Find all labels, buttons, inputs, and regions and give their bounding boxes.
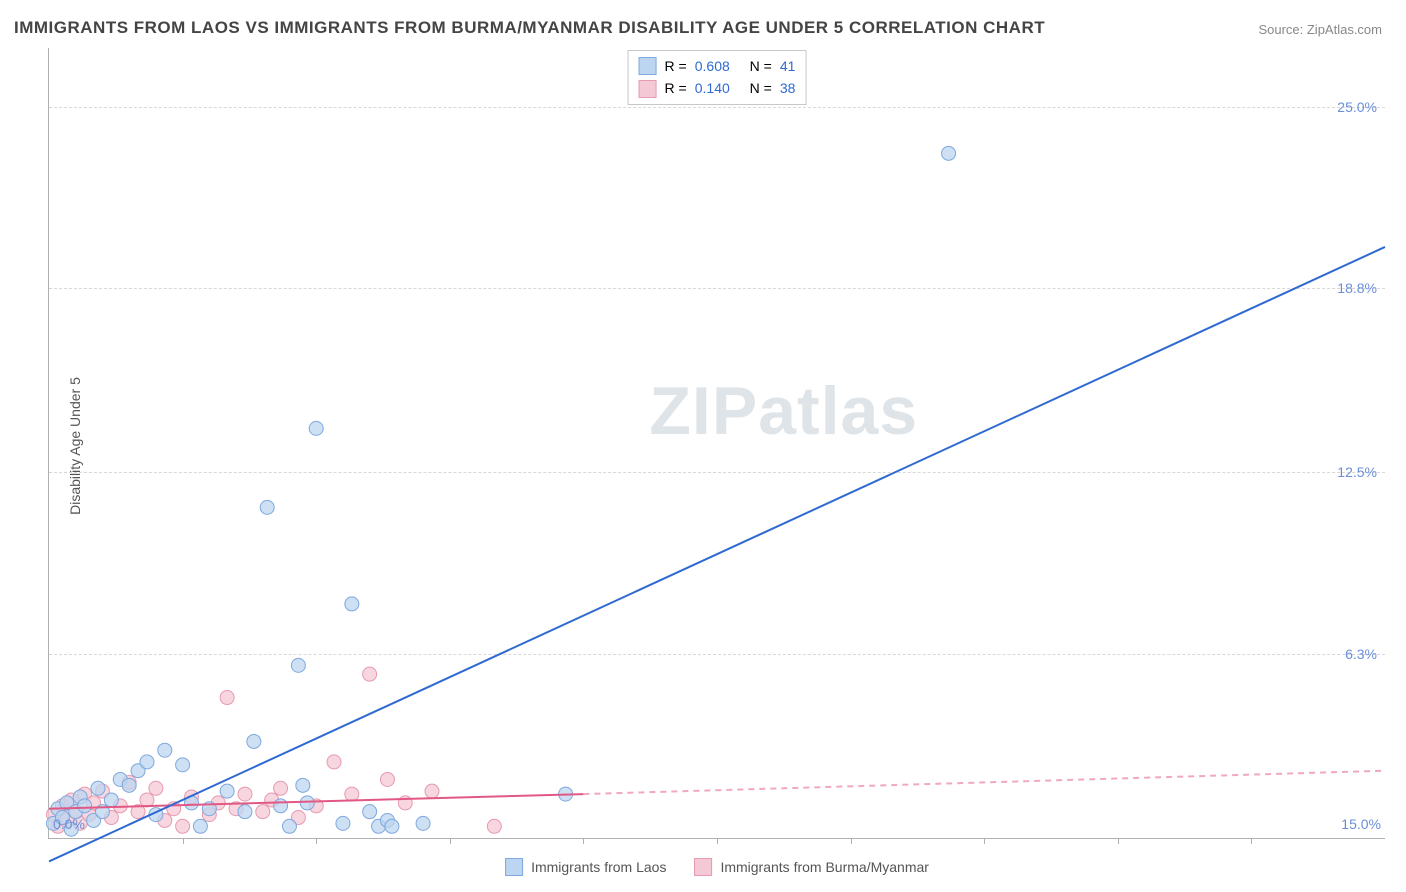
r-label: R = — [665, 55, 687, 77]
n-label: N = — [750, 55, 772, 77]
x-axis-max-label: 15.0% — [1341, 816, 1381, 832]
legend-series: Immigrants from Laos Immigrants from Bur… — [505, 858, 929, 876]
r-label: R = — [665, 77, 687, 99]
source-prefix: Source: — [1258, 22, 1306, 37]
legend-label-2: Immigrants from Burma/Myanmar — [720, 859, 928, 875]
n-value-1: 41 — [780, 55, 796, 77]
chart-svg — [49, 48, 1385, 838]
chart-title: IMMIGRANTS FROM LAOS VS IMMIGRANTS FROM … — [14, 18, 1045, 38]
legend-item-1: Immigrants from Laos — [505, 858, 666, 876]
source-link[interactable]: ZipAtlas.com — [1307, 22, 1382, 37]
r-value-2: 0.140 — [695, 77, 730, 99]
swatch-series1-icon — [505, 858, 523, 876]
legend-stats: R = 0.608 N = 41 R = 0.140 N = 38 — [628, 50, 807, 105]
plot-area: ZIPatlas 6.3%12.5%18.8%25.0% R = 0.608 N… — [48, 48, 1385, 839]
n-value-2: 38 — [780, 77, 796, 99]
swatch-series1-icon — [639, 57, 657, 75]
x-axis-min-label: 0.0% — [53, 816, 85, 832]
n-label: N = — [750, 77, 772, 99]
source-attribution: Source: ZipAtlas.com — [1258, 22, 1382, 37]
legend-item-2: Immigrants from Burma/Myanmar — [694, 858, 928, 876]
r-value-1: 0.608 — [695, 55, 730, 77]
swatch-series2-icon — [694, 858, 712, 876]
legend-label-1: Immigrants from Laos — [531, 859, 666, 875]
swatch-series2-icon — [639, 80, 657, 98]
legend-row-1: R = 0.608 N = 41 — [639, 55, 796, 77]
legend-row-2: R = 0.140 N = 38 — [639, 77, 796, 99]
